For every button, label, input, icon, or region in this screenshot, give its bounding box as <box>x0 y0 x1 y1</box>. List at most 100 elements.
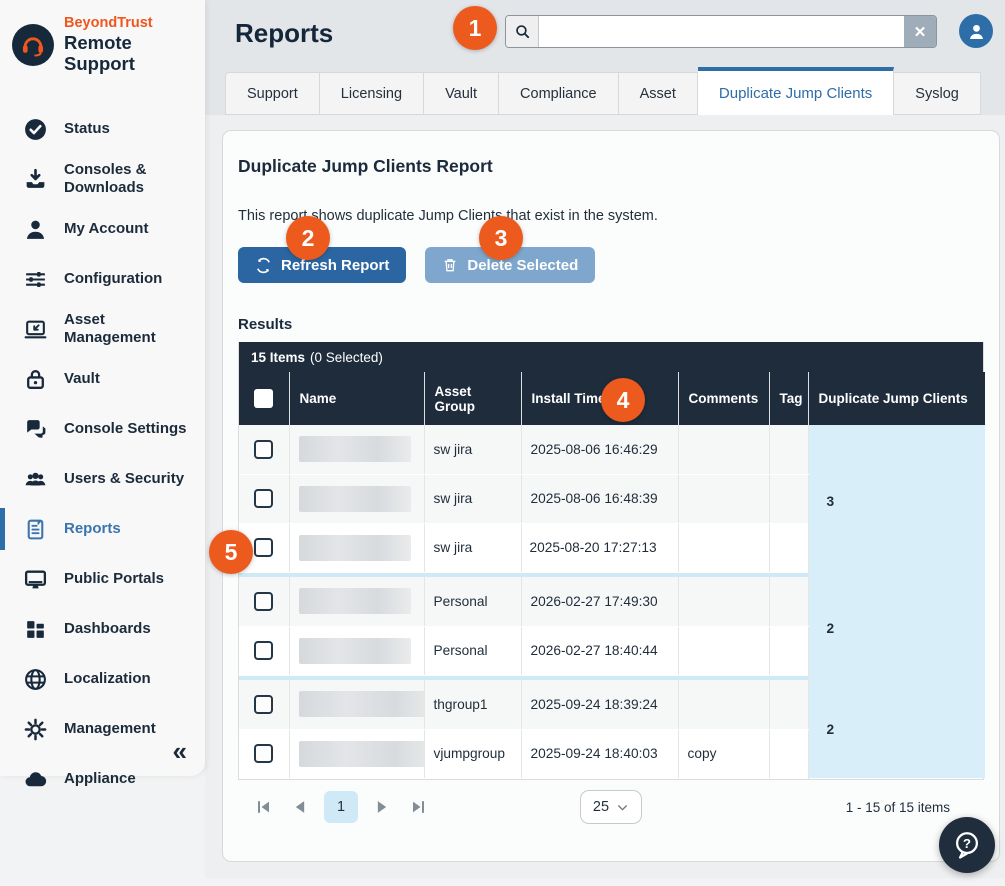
report-tabs: Support Licensing Vault Compliance Asset Dupl… <box>225 67 981 115</box>
sidebar-item-dashboards[interactable]: Dashboards <box>0 604 205 654</box>
column-header-tag: Tag <box>768 372 808 425</box>
user-avatar[interactable] <box>959 14 993 48</box>
sidebar-item-consoles-downloads[interactable]: Consoles & Downloads <box>0 154 205 204</box>
row-checkbox[interactable] <box>254 591 274 611</box>
duplicate-count-cell: 2 <box>807 680 985 778</box>
sidebar-item-public-portals[interactable]: Public Portals <box>0 554 205 604</box>
comments-cell <box>677 425 769 475</box>
tab-asset[interactable]: Asset <box>618 72 698 115</box>
previous-page-button[interactable] <box>290 797 310 817</box>
install-time-cell: 2026-02-27 17:49:30 <box>520 577 678 627</box>
group-separator <box>239 675 985 680</box>
redacted-name <box>298 740 435 767</box>
row-checkbox[interactable] <box>254 439 274 459</box>
install-time-cell: 2025-09-24 18:40:03 <box>520 729 678 779</box>
sidebar-item-label: Vault <box>64 370 100 388</box>
row-checkbox[interactable] <box>254 744 274 763</box>
row-checkbox[interactable] <box>254 641 274 660</box>
sidebar-item-users-security[interactable]: Users & Security <box>0 454 205 504</box>
sidebar-item-status[interactable]: Status <box>0 104 205 154</box>
asset-group-cell: vjumpgroup <box>423 729 521 779</box>
tab-support[interactable]: Support <box>225 72 320 115</box>
sidebar-item-appliance[interactable]: Appliance <box>0 754 205 804</box>
tag-cell <box>768 680 808 730</box>
tab-duplicate-jump-clients[interactable]: Duplicate Jump Clients <box>697 67 895 115</box>
search-clear-button[interactable]: ✕ <box>904 16 936 47</box>
sidebar-item-label: Public Portals <box>64 570 165 588</box>
callout-badge-1: 1 <box>453 6 497 50</box>
row-checkbox[interactable] <box>254 694 274 714</box>
appliance-icon <box>23 767 48 792</box>
name-cell <box>288 577 424 627</box>
brand-name: BeyondTrust <box>64 15 153 31</box>
vault-icon <box>23 367 48 392</box>
report-title: Duplicate Jump Clients Report <box>238 156 493 176</box>
items-count: 15 Items <box>251 349 306 365</box>
table-summary-bar: 15 Items (0 Selected) <box>239 342 983 372</box>
tag-cell <box>768 425 808 475</box>
help-button[interactable]: ? <box>939 817 995 873</box>
sidebar-item-my-account[interactable]: My Account <box>0 204 205 254</box>
brand-product: Remote Support <box>64 31 135 75</box>
tag-cell <box>768 577 808 627</box>
page-size-select[interactable]: 25 <box>580 790 642 824</box>
report-card: Duplicate Jump Clients Report This repor… <box>222 130 1000 862</box>
column-header-install-time: Install Time <box>520 372 678 425</box>
row-select-cell <box>239 626 289 676</box>
last-page-button[interactable] <box>408 797 428 817</box>
next-page-button[interactable] <box>372 797 392 817</box>
callout-badge-5: 5 <box>209 530 253 574</box>
sidebar-item-label: Dashboards <box>64 620 151 638</box>
search-input[interactable] <box>539 16 904 47</box>
row-select-cell <box>239 729 289 779</box>
users-security-icon <box>23 467 48 492</box>
tab-vault[interactable]: Vault <box>424 72 500 115</box>
table-row: thgroup1 2025-09-24 18:39:24 2 <box>239 680 985 778</box>
column-header-comments: Comments <box>677 372 769 425</box>
sidebar-item-vault[interactable]: Vault <box>0 354 205 404</box>
table-row: vjumpgroup 2025-09-24 18:40:03 copy <box>239 729 985 779</box>
sidebar-item-management[interactable]: Management <box>0 704 205 754</box>
row-select-cell <box>239 425 289 475</box>
name-cell <box>288 523 424 573</box>
tag-cell <box>768 626 808 676</box>
results-table: 15 Items (0 Selected) Name Asset Group Ins… <box>238 342 985 780</box>
report-description: This report shows duplicate Jump Clients… <box>238 208 658 224</box>
comments-cell <box>677 474 769 524</box>
sidebar-item-asset-management[interactable]: Asset Management <box>0 304 205 354</box>
group-separator <box>239 572 985 577</box>
status-icon <box>23 117 48 142</box>
tab-compliance[interactable]: Compliance <box>499 72 619 115</box>
install-time-cell: 2025-08-06 16:48:39 <box>520 474 678 524</box>
sidebar-item-localization[interactable]: Localization <box>0 654 205 704</box>
redacted-name <box>298 485 411 512</box>
sidebar-item-configuration[interactable]: Configuration <box>0 254 205 304</box>
first-page-button[interactable] <box>254 797 274 817</box>
sidebar-item-reports[interactable]: Reports <box>0 504 205 554</box>
asset-group-cell: Personal <box>423 626 521 676</box>
redacted-name <box>298 691 435 718</box>
page-title: Reports <box>235 18 334 48</box>
install-time-cell: 2025-09-24 18:39:24 <box>520 680 678 730</box>
current-page[interactable]: 1 <box>324 791 358 823</box>
reports-icon <box>23 517 48 542</box>
results-heading: Results <box>238 316 293 333</box>
tab-licensing[interactable]: Licensing <box>319 72 425 115</box>
select-all-checkbox[interactable] <box>254 389 274 408</box>
duplicate-count-cell: 3 <box>807 425 985 577</box>
refresh-report-label: Refresh Report <box>281 256 390 274</box>
row-checkbox[interactable] <box>254 538 274 557</box>
asset-group-cell: sw jira <box>423 425 521 475</box>
pagination-range: 1 - 15 of 15 items <box>845 799 950 815</box>
install-time-cell: 2025-08-20 17:27:13 <box>520 523 678 573</box>
public-portals-icon <box>23 567 48 592</box>
sidebar-item-console-settings[interactable]: Console Settings <box>0 404 205 454</box>
callout-badge-2: 2 <box>286 216 330 260</box>
sidebar-collapse-button[interactable]: « <box>172 736 187 766</box>
table-row: Personal 2026-02-27 17:49:30 2 <box>239 577 985 680</box>
sidebar-item-label: Status <box>64 120 110 138</box>
tab-syslog[interactable]: Syslog <box>894 72 981 115</box>
callout-badge-3: 3 <box>479 216 523 260</box>
tag-cell <box>768 523 808 573</box>
row-checkbox[interactable] <box>254 489 274 508</box>
